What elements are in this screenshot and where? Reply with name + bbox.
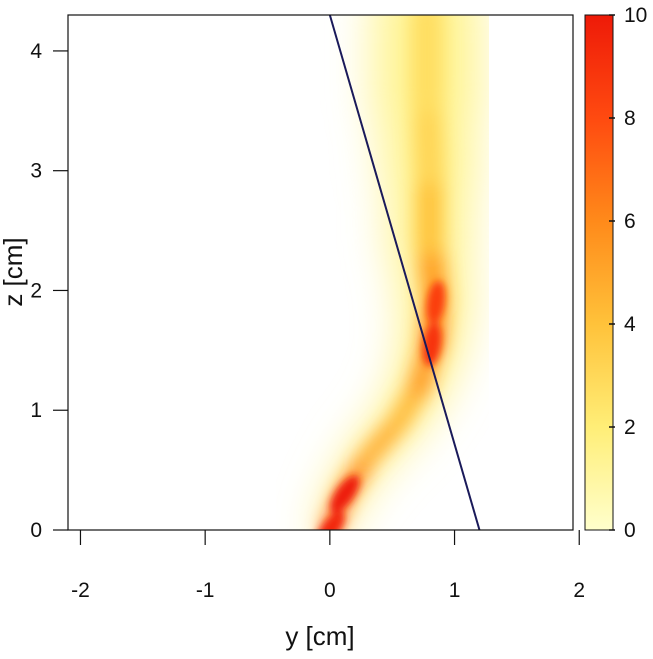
x-tick-label: 0 bbox=[324, 579, 336, 602]
density-core bbox=[426, 280, 446, 325]
x-tick-label: 1 bbox=[449, 579, 461, 602]
y-tick-label: 2 bbox=[30, 279, 42, 302]
y-axis: 0 1 2 3 4 bbox=[30, 40, 68, 542]
density-cores bbox=[315, 280, 446, 530]
density-layer bbox=[315, 15, 482, 530]
colorbar-tick-label: 10 bbox=[624, 4, 647, 27]
y-axis-title: z [cm] bbox=[0, 237, 28, 306]
colorbar-tick-label: 6 bbox=[624, 210, 636, 233]
colorbar-tick-label: 4 bbox=[624, 313, 636, 336]
colorbar-tick-label: 8 bbox=[624, 107, 636, 130]
y-tick-label: 4 bbox=[30, 40, 42, 63]
y-tick-label: 1 bbox=[30, 399, 42, 422]
colorbar: 0 2 4 6 8 10 bbox=[584, 4, 647, 542]
colorbar-ticks: 0 2 4 6 8 10 bbox=[609, 4, 647, 542]
x-axis: -2 -1 0 1 2 bbox=[71, 530, 585, 602]
colorbar-tick-label: 0 bbox=[624, 519, 636, 542]
boundary-line bbox=[328, 14, 481, 531]
colorbar-scale bbox=[584, 14, 614, 531]
y-tick-label: 3 bbox=[30, 160, 42, 183]
y-tick-label: 0 bbox=[30, 519, 42, 542]
colorbar-tick-label: 2 bbox=[624, 416, 636, 439]
plot-area bbox=[67, 14, 574, 531]
density-core bbox=[330, 475, 360, 513]
plot-background bbox=[68, 15, 573, 530]
plot-frame bbox=[67, 14, 574, 531]
x-axis-title: y [cm] bbox=[285, 621, 354, 651]
x-tick-label: -2 bbox=[71, 579, 90, 602]
x-tick-label: -1 bbox=[196, 579, 215, 602]
density-core bbox=[422, 322, 442, 367]
density-core bbox=[315, 511, 345, 530]
x-tick-label: 2 bbox=[573, 579, 585, 602]
